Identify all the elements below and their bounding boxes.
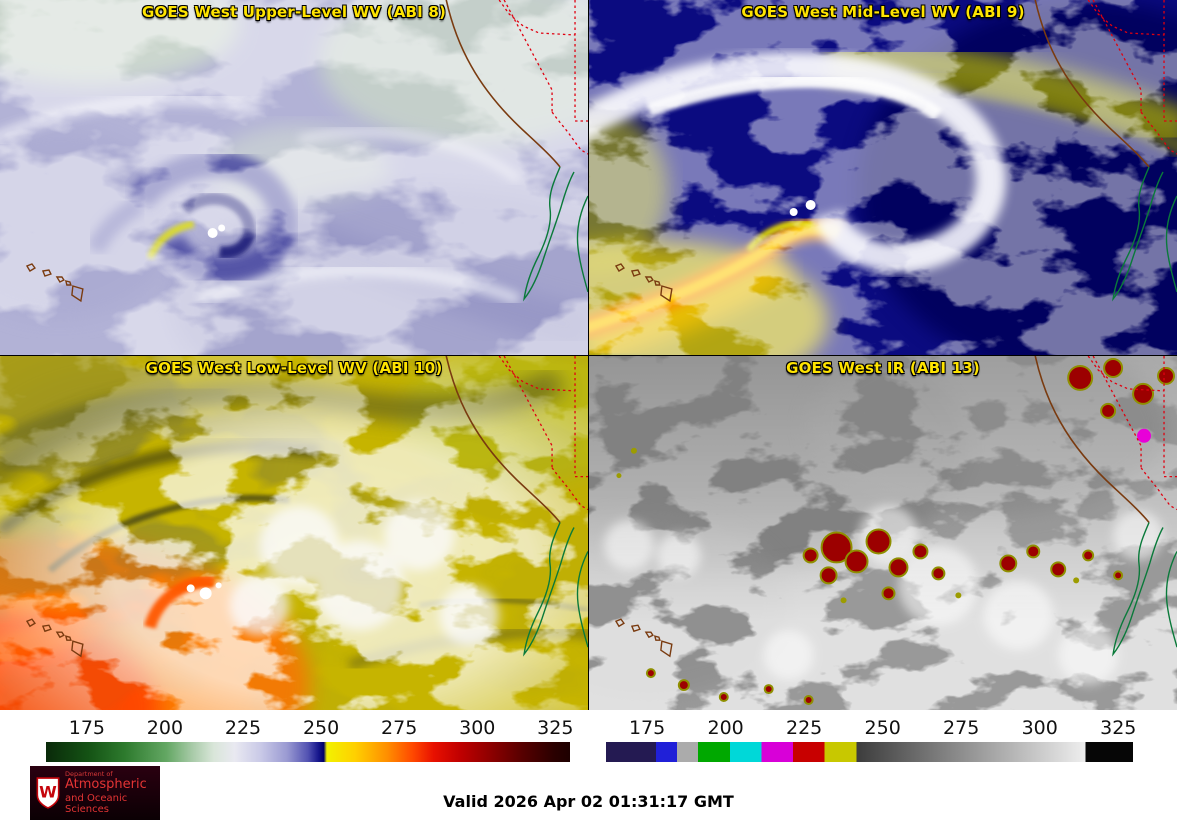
colorbar-tick: 275 [381, 717, 418, 739]
colorbar-tick: 200 [707, 717, 744, 739]
panel-title: GOES West Mid-Level WV (ABI 9) [741, 3, 1025, 21]
colorbar-tick: 300 [1021, 717, 1058, 739]
panel-mid-level-wv: GOES West Mid-Level WV (ABI 9) [589, 0, 1177, 355]
ir-colorbar-ticks: 175 200 225 250 275 300 325 [606, 716, 1137, 740]
wv-colorbar: 175 200 225 250 275 300 325 [46, 716, 574, 762]
ir-colorbar: 175 200 225 250 275 300 325 [606, 716, 1137, 762]
valid-time-label: Valid 2026 Apr 02 01:31:17 GMT [443, 792, 734, 811]
colorbar-tick: 300 [459, 717, 496, 739]
wv-colorbar-ticks: 175 200 225 250 275 300 325 [46, 716, 574, 740]
colorbar-tick: 250 [864, 717, 901, 739]
ir-colorbar-bar [606, 742, 1133, 762]
panel-title: GOES West Low-Level WV (ABI 10) [145, 359, 443, 377]
footer: W Department of Atmospheric and Oceanic … [0, 762, 1177, 820]
panel-title: GOES West Upper-Level WV (ABI 8) [141, 3, 447, 21]
wv-colorbar-bar [46, 742, 570, 762]
colorbar-tick: 175 [68, 717, 105, 739]
logo-line1: Atmospheric [65, 777, 147, 793]
uw-crest-icon: W [36, 777, 60, 809]
colorbar-tick: 325 [1100, 717, 1137, 739]
colorbar-section: 175 200 225 250 275 300 325 175 200 225 … [0, 710, 1177, 762]
colorbar-tick: 225 [224, 717, 262, 739]
satellite-image-abi10 [0, 356, 588, 710]
colorbar-tick: 175 [628, 717, 666, 739]
colorbar-tick: 250 [302, 717, 340, 739]
panel-low-level-wv: GOES West Low-Level WV (ABI 10) [0, 356, 588, 710]
panel-upper-level-wv: GOES West Upper-Level WV (ABI 8) [0, 0, 588, 355]
colorbar-tick: 225 [786, 717, 823, 739]
satellite-panel-grid: GOES West Upper-Level WV (ABI 8) [0, 0, 1177, 710]
crest-letter: W [39, 782, 57, 801]
panel-ir: GOES West IR (ABI 13) [589, 356, 1177, 710]
logo-line2: and Oceanic Sciences [65, 792, 128, 815]
colorbar-tick: 200 [146, 717, 184, 739]
panel-title: GOES West IR (ABI 13) [786, 359, 980, 377]
logo-dept-line: Department of [65, 770, 113, 779]
satellite-image-abi8 [0, 0, 588, 355]
satellite-image-abi13 [589, 356, 1177, 710]
satellite-image-abi9 [589, 0, 1177, 355]
aos-logo-text: Department of Atmospheric and Oceanic Sc… [65, 770, 160, 815]
colorbar-tick: 275 [943, 717, 980, 739]
aos-logo: W Department of Atmospheric and Oceanic … [30, 766, 160, 820]
colorbar-tick: 325 [537, 717, 574, 739]
